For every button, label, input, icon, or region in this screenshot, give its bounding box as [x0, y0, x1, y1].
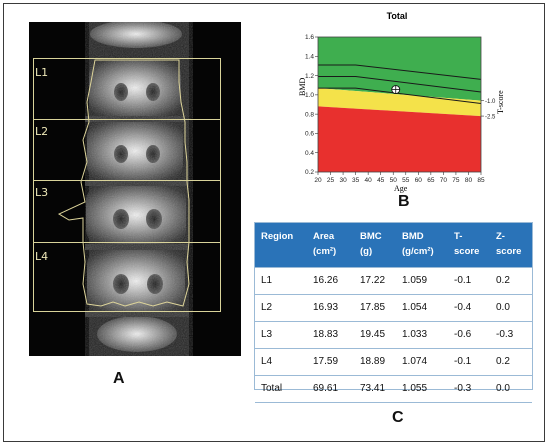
y-tick-label: 0.2 [305, 169, 314, 176]
header-z-score: Z-score [490, 223, 532, 267]
cell-t-score: -0.4 [448, 293, 490, 321]
reference-line-lower [318, 87, 482, 105]
x-tick-label: 20 [314, 177, 322, 184]
cell-t-score: -0.6 [448, 320, 490, 348]
roi-box-l4 [33, 242, 221, 312]
header-bmc: BMC (g) [354, 223, 396, 267]
t-score-tick-label: -1.0 [485, 99, 496, 105]
header-t-score: T-score [448, 223, 490, 267]
x-tick-label: 55 [402, 177, 410, 184]
cell-area: 17.59 [307, 347, 354, 375]
cell-area: 16.93 [307, 293, 354, 321]
header-region: Region [255, 223, 307, 267]
x-tick-label: 35 [352, 177, 360, 184]
y-axis-label: BMD [298, 77, 307, 96]
cell-bmc: 17.85 [354, 293, 396, 321]
panel-label-a: A [113, 370, 125, 387]
spine-scan-graphic [57, 22, 193, 356]
figure-border [3, 3, 545, 442]
cell-area: 16.26 [307, 266, 354, 294]
cell-region: L3 [255, 320, 307, 348]
chart-title: Total [386, 11, 408, 21]
y-tick-label: 1.2 [305, 73, 314, 80]
cell-bmc: 17.22 [354, 266, 396, 294]
y-tick-label: 0.4 [305, 150, 314, 157]
cell-bmd: 1.033 [396, 320, 448, 348]
cell-z-score: 0.0 [490, 374, 532, 403]
x-tick-label: 25 [327, 177, 335, 184]
plot-frame [317, 36, 482, 173]
cell-bmd: 1.059 [396, 266, 448, 294]
x-tick-label: 50 [390, 177, 398, 184]
y-tick-label: 1.4 [305, 53, 314, 60]
x-tick-label: 85 [477, 177, 485, 184]
table-row: L2 16.93 17.85 1.054 -0.4 0.0 [255, 293, 532, 321]
cell-t-score: -0.1 [448, 266, 490, 294]
x-tick-label: 70 [440, 177, 448, 184]
cell-region: Total [255, 374, 307, 403]
region-label-l4: L4 [35, 250, 49, 263]
cell-bmc: 73.41 [354, 374, 396, 403]
dxa-scan-image: L1 L2 L3 L4 [29, 22, 241, 356]
x-tick-label: 80 [465, 177, 473, 184]
cell-region: L1 [255, 266, 307, 294]
panel-label-c: C [392, 409, 404, 426]
region-label-l2: L2 [35, 125, 49, 138]
table-row: L3 18.83 19.45 1.033 -0.6 -0.3 [255, 320, 532, 348]
cell-area: 69.61 [307, 374, 354, 403]
t-score-axis-label: T-score [496, 90, 505, 114]
cell-bmd: 1.074 [396, 347, 448, 375]
x-tick-label: 30 [339, 177, 347, 184]
header-area: Area (cm²) [307, 223, 354, 267]
t-score-tick-label: -2.5 [485, 114, 496, 120]
region-label-l3: L3 [35, 186, 49, 199]
zone-osteopenia [318, 88, 481, 117]
cell-t-score: -0.3 [448, 374, 490, 403]
cell-bmc: 19.45 [354, 320, 396, 348]
cell-region: L2 [255, 293, 307, 321]
y-tick-label: 1.6 [305, 34, 314, 41]
y-tick-label: 0.8 [305, 111, 314, 118]
cell-region: L4 [255, 347, 307, 375]
x-axis-label: Age [394, 184, 408, 193]
cell-z-score: 0.0 [490, 293, 532, 321]
reference-line-mean [318, 76, 482, 93]
x-tick-label: 45 [377, 177, 385, 184]
cell-bmd: 1.055 [396, 374, 448, 403]
region-label-l1: L1 [35, 66, 49, 79]
x-tick-label: 75 [452, 177, 460, 184]
reference-line-upper [318, 64, 482, 80]
cell-z-score: 0.2 [490, 347, 532, 375]
table-row: L4 17.59 18.89 1.074 -0.1 0.2 [255, 347, 532, 375]
cell-z-score: -0.3 [490, 320, 532, 348]
cell-z-score: 0.2 [490, 266, 532, 294]
table-row: Total 69.61 73.41 1.055 -0.3 0.0 [255, 374, 532, 403]
cell-t-score: -0.1 [448, 347, 490, 375]
x-tick-label: 40 [365, 177, 373, 184]
x-tick-label: 60 [415, 177, 423, 184]
cell-bmc: 18.89 [354, 347, 396, 375]
panel-label-b: B [398, 193, 410, 210]
cell-area: 18.83 [307, 320, 354, 348]
bmd-reference-chart: 0.2 0.4 0.6 0.8 1.0 1.2 1.4 1.6 20 25 30 35 40 45 50 55… [305, 34, 496, 184]
y-tick-label: 1.0 [305, 92, 314, 99]
table-row: L1 16.26 17.22 1.059 -0.1 0.2 [255, 266, 532, 294]
zone-osteoporosis [318, 106, 481, 172]
cell-bmd: 1.054 [396, 293, 448, 321]
y-tick-label: 0.6 [305, 131, 314, 138]
zone-normal [318, 37, 481, 101]
x-tick-label: 65 [427, 177, 435, 184]
table-header-row: Region Area (cm²) BMC (g) BMD (g/cm²) T-sco… [255, 223, 532, 267]
bmd-results-table: Region Area (cm²) BMC (g) BMD (g/cm²) T-sco… [255, 223, 532, 403]
header-bmd: BMD (g/cm²) [396, 223, 448, 267]
